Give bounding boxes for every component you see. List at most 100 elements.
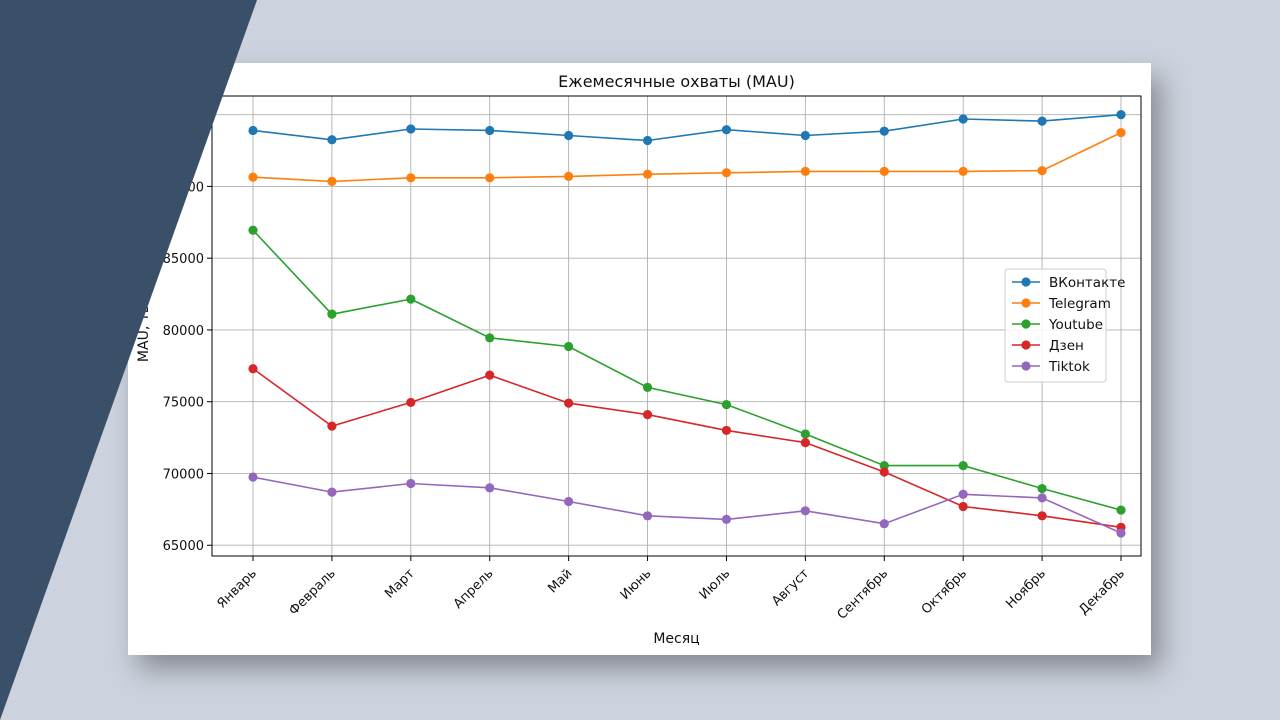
data-point bbox=[564, 171, 574, 181]
series-line bbox=[252, 368, 1122, 529]
data-point bbox=[327, 421, 337, 431]
data-point bbox=[1037, 511, 1047, 521]
legend-label: Дзен bbox=[1049, 338, 1084, 354]
data-point bbox=[721, 168, 732, 178]
data-point bbox=[1037, 493, 1047, 503]
x-tick-label: Декабрь bbox=[1076, 566, 1128, 618]
plot-frame bbox=[211, 95, 1142, 557]
data-point bbox=[327, 176, 337, 186]
data-point bbox=[958, 489, 968, 499]
series-line bbox=[252, 131, 1122, 183]
data-point bbox=[1037, 483, 1047, 494]
line-chart: 65000 70000 75000 80000 85000 90000 95000 Январ… bbox=[136, 72, 1142, 647]
data-point bbox=[248, 472, 258, 482]
data-point bbox=[248, 225, 258, 235]
data-point bbox=[800, 130, 810, 141]
series-line bbox=[252, 229, 1122, 511]
data-point bbox=[721, 125, 732, 135]
data-point bbox=[248, 125, 258, 136]
data-point bbox=[1116, 528, 1126, 538]
data-point bbox=[485, 370, 495, 380]
series-line bbox=[252, 476, 1122, 534]
x-tick-label: Август bbox=[769, 566, 812, 609]
x-tick-label: Май bbox=[545, 566, 575, 596]
data-point bbox=[879, 519, 889, 529]
x-tick-label: Ноябрь bbox=[1003, 566, 1049, 612]
data-point bbox=[721, 425, 732, 436]
series-Tiktok bbox=[248, 472, 1126, 538]
series-Telegram bbox=[248, 127, 1126, 186]
series-line bbox=[252, 113, 1122, 142]
data-point bbox=[879, 126, 889, 136]
data-point bbox=[406, 397, 416, 408]
series-ВКонтакте bbox=[248, 110, 1126, 146]
data-point bbox=[1116, 127, 1126, 138]
series-Дзен bbox=[248, 364, 1126, 532]
data-point bbox=[721, 399, 732, 410]
legend-marker bbox=[1021, 340, 1031, 350]
data-point bbox=[800, 166, 810, 176]
data-point bbox=[564, 130, 574, 141]
data-point bbox=[642, 169, 653, 179]
legend-label: Youtube bbox=[1048, 317, 1103, 333]
x-tick-label: Апрель bbox=[451, 566, 497, 612]
y-tick-label: 80000 bbox=[163, 324, 204, 339]
data-point bbox=[485, 125, 495, 136]
data-point bbox=[958, 114, 968, 124]
data-point bbox=[564, 341, 574, 352]
data-point bbox=[958, 460, 968, 471]
y-tick-label: 75000 bbox=[163, 396, 204, 411]
x-axis-label: Месяц bbox=[653, 631, 699, 647]
y-tick-label: 90000 bbox=[163, 180, 204, 195]
data-point bbox=[485, 173, 495, 183]
x-tick-label: Октябрь bbox=[919, 566, 970, 617]
y-tick-label: 95000 bbox=[163, 109, 204, 124]
data-point bbox=[721, 514, 732, 525]
data-point bbox=[327, 135, 337, 145]
y-axis-label: MAU, тыс. bbox=[136, 290, 152, 362]
x-tick-label: Февраль bbox=[286, 566, 338, 618]
data-point bbox=[879, 467, 889, 477]
data-point bbox=[1037, 116, 1047, 126]
data-point bbox=[406, 294, 416, 304]
data-point bbox=[485, 483, 495, 493]
data-point bbox=[958, 166, 968, 176]
grid-lines bbox=[212, 96, 1141, 556]
data-point bbox=[800, 438, 810, 448]
legend-marker bbox=[1021, 277, 1031, 287]
chart-title: Ежемесячные охваты (MAU) bbox=[558, 72, 795, 91]
data-point bbox=[564, 496, 574, 507]
legend-marker bbox=[1021, 319, 1031, 329]
x-tick-label: Март bbox=[382, 566, 418, 602]
series-Youtube bbox=[248, 225, 1126, 515]
legend-label: ВКонтакте bbox=[1049, 275, 1125, 291]
x-tick-label: Июнь bbox=[618, 566, 655, 603]
data-point bbox=[1116, 505, 1126, 515]
data-point bbox=[327, 487, 337, 497]
data-point bbox=[248, 172, 258, 182]
legend-label: Telegram bbox=[1048, 296, 1111, 312]
data-point bbox=[406, 173, 416, 183]
data-point bbox=[958, 501, 968, 512]
legend-box bbox=[1004, 268, 1107, 383]
data-point bbox=[1037, 166, 1047, 176]
data-point bbox=[642, 382, 653, 392]
x-tick-label: Январь bbox=[215, 566, 260, 611]
legend-marker bbox=[1021, 361, 1031, 371]
data-point bbox=[879, 460, 889, 471]
x-tick-label: Сентябрь bbox=[835, 566, 892, 623]
legend-marker bbox=[1021, 298, 1031, 308]
y-tick-label: 70000 bbox=[163, 467, 204, 482]
data-point bbox=[248, 364, 258, 374]
data-point bbox=[642, 410, 653, 420]
data-point bbox=[406, 478, 416, 489]
data-point bbox=[406, 124, 416, 134]
y-tick-label: 85000 bbox=[163, 252, 204, 267]
data-point bbox=[800, 506, 810, 516]
data-point bbox=[485, 333, 495, 343]
data-point bbox=[642, 135, 653, 146]
x-tick-label: Июль bbox=[697, 566, 734, 603]
data-point bbox=[800, 429, 810, 439]
y-tick-label: 65000 bbox=[163, 539, 204, 554]
legend: ВКонтакте Telegram Youtube Дзен Tiktok bbox=[1004, 268, 1125, 383]
